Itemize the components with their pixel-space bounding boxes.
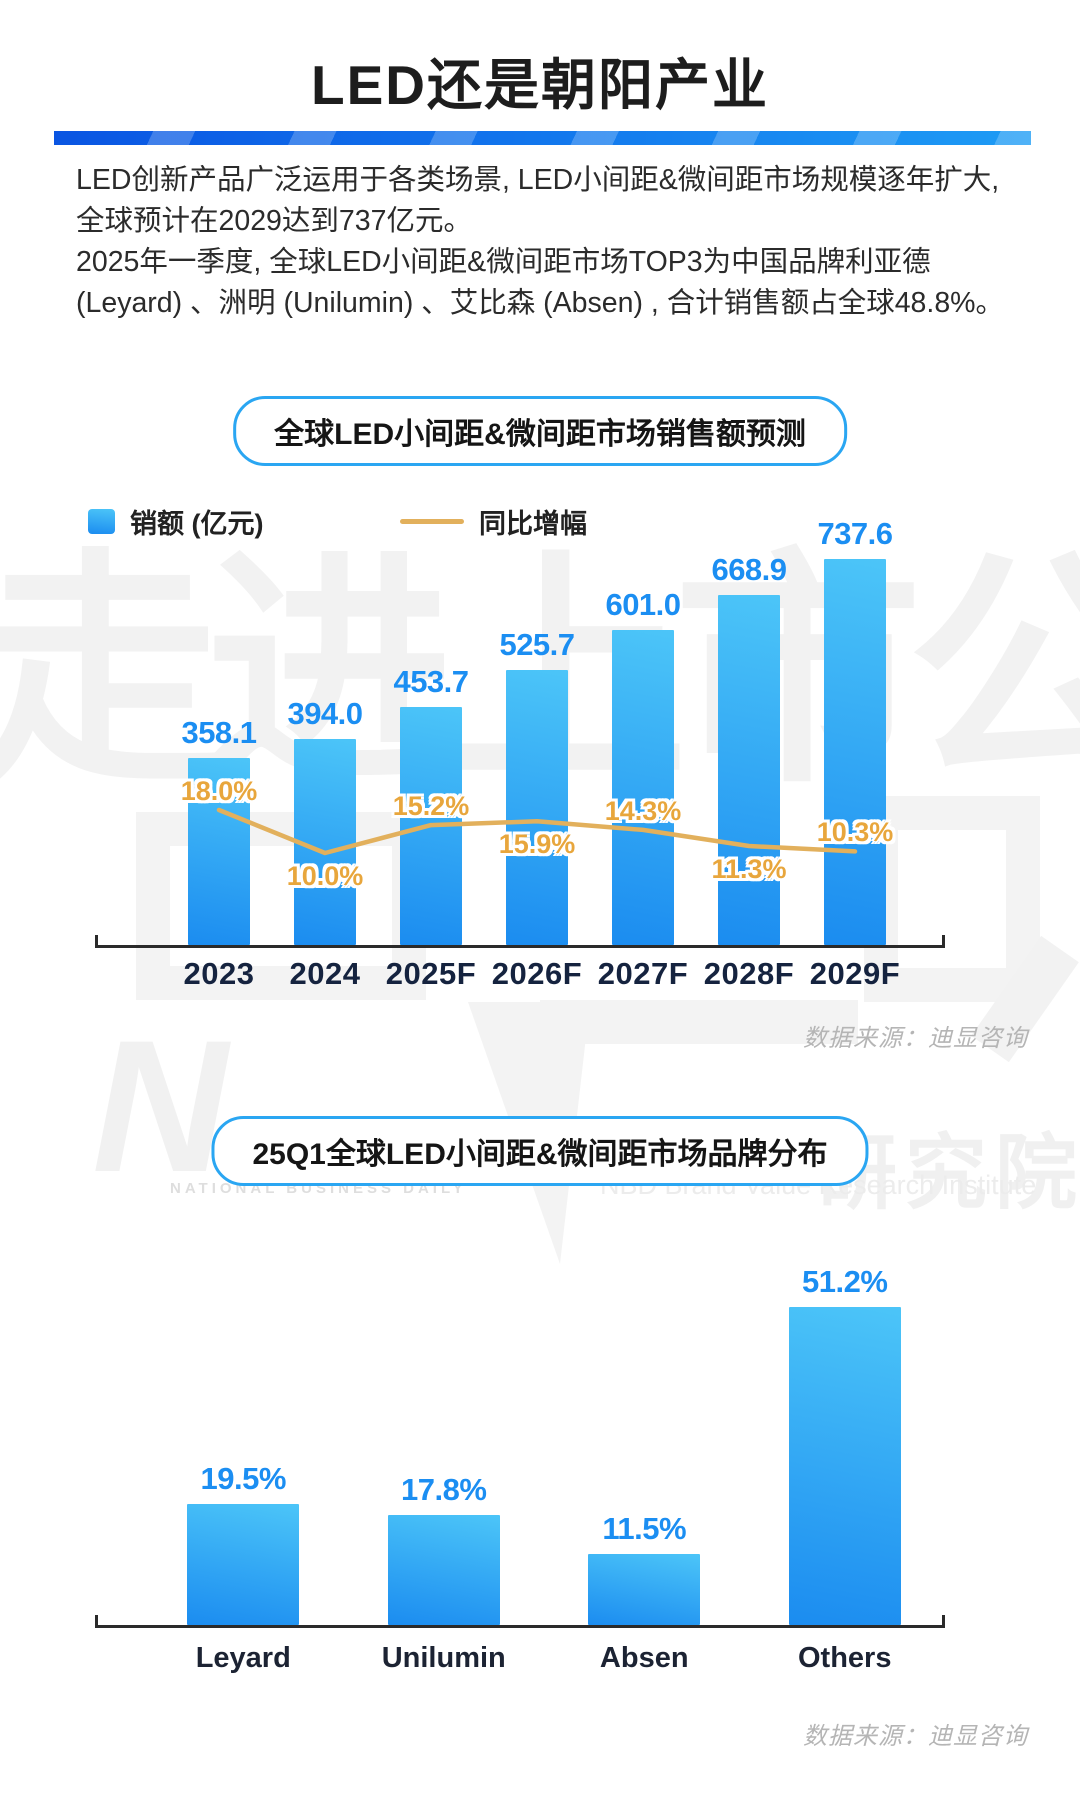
- chart1-column: 668.9: [696, 500, 802, 945]
- legend-label-sales: 销额 (亿元): [130, 509, 264, 539]
- x-axis-label: 2029F: [809, 956, 901, 991]
- intro-paragraph-2: 2025年一季度, 全球LED小间距&微间距市场TOP3为中国品牌利亚德 (Le…: [76, 246, 1005, 319]
- chart2-source: 数据来源：迪显咨询: [803, 1723, 1028, 1750]
- chart1-title-pill: 全球LED小间距&微间距市场销售额预测: [233, 396, 847, 466]
- bar-value-label: 17.8%: [401, 1471, 487, 1507]
- sales-swatch-icon: [88, 509, 115, 534]
- growth-value-label: 10.3%: [816, 817, 894, 848]
- x-axis-label: Others: [798, 1642, 892, 1674]
- sales-bar: [294, 738, 356, 945]
- sales-bar: [612, 630, 674, 945]
- bar-value-label: 668.9: [711, 551, 787, 587]
- growth-value-label: 15.2%: [392, 791, 470, 822]
- chart1-column: 601.0: [590, 500, 696, 945]
- chart2-column: 51.2%: [745, 1253, 946, 1625]
- x-axis-label: 2028F: [703, 956, 795, 991]
- x-axis-label: Leyard: [195, 1642, 291, 1674]
- chart1-xlabels: 2023 2024 2025F 2026F 2027F 2028F 2029F: [166, 956, 908, 992]
- sales-bar: [824, 558, 886, 945]
- sales-bar: [400, 707, 462, 945]
- x-axis-label: Unilumin: [381, 1642, 506, 1674]
- watermark-nbd-logo: N: [92, 1001, 228, 1211]
- growth-value-label: 11.3%: [711, 854, 787, 884]
- growth-value-label: 18.0%: [180, 776, 258, 806]
- sales-bar: [718, 594, 780, 945]
- bar-value-label: 51.2%: [802, 1264, 888, 1299]
- chart2-plot: 19.5% 17.8% 11.5% 51.2%: [0, 1253, 1080, 1628]
- sales-bar: [506, 669, 568, 945]
- chart1-column: 453.7: [378, 500, 484, 945]
- chart1-column: 358.1: [166, 500, 272, 945]
- bar-value-label: 19.5%: [200, 1460, 287, 1496]
- x-axis-label: 2027F: [597, 956, 689, 991]
- legend-item-sales: 销额 (亿元): [88, 502, 263, 541]
- legend-item-growth: 同比增幅: [400, 502, 587, 541]
- growth-value-label: 10.0%: [286, 861, 364, 891]
- bar-value-label: 737.6: [817, 515, 893, 551]
- bar-value-label: 525.7: [499, 626, 575, 662]
- header-divider: [54, 131, 1031, 145]
- chart1-x-axis: [95, 934, 945, 948]
- x-axis-label: 2023: [183, 956, 255, 991]
- share-bar: [788, 1307, 901, 1625]
- chart2-x-axis: [95, 1614, 945, 1628]
- x-axis-label: 2024: [289, 956, 361, 991]
- chart2-title-pill: 25Q1全球LED小间距&微间距市场品牌分布: [211, 1116, 869, 1186]
- chart2-column: 17.8%: [344, 1253, 545, 1625]
- chart2-column: 19.5%: [143, 1253, 344, 1625]
- growth-value-label: 15.9%: [498, 829, 576, 860]
- bar-value-label: 358.1: [181, 714, 257, 750]
- bar-value-label: 453.7: [393, 664, 469, 700]
- x-axis-label: Absen: [599, 1642, 689, 1674]
- share-bar: [387, 1514, 500, 1625]
- intro-paragraph-1: LED创新产品广泛运用于各类场景, LED小间距&微间距市场规模逐年扩大, 全球…: [76, 164, 1000, 237]
- growth-line-swatch-icon: [400, 519, 464, 524]
- x-axis-label: 2026F: [491, 956, 583, 991]
- chart1-legend: 销额 (亿元) 同比增幅: [88, 502, 992, 539]
- x-axis-label: 2025F: [385, 956, 477, 991]
- chart1-columns: 358.1 394.0 453.7 525.7 601.0 668.9 737.6: [166, 500, 908, 945]
- legend-label-growth: 同比增幅: [479, 509, 587, 539]
- bar-value-label: 394.0: [287, 695, 363, 731]
- growth-value-label: 14.3%: [604, 795, 682, 826]
- share-bar: [187, 1503, 300, 1625]
- chart2-columns: 19.5% 17.8% 11.5% 51.2%: [143, 1253, 945, 1625]
- chart1-column: 737.6: [802, 500, 908, 945]
- page-title: LED还是朝阳产业: [310, 54, 769, 116]
- share-bar: [588, 1553, 701, 1625]
- chart1-column: 525.7: [484, 500, 590, 945]
- chart1-source: 数据来源：迪显咨询: [803, 1025, 1028, 1052]
- chart2-xlabels: Leyard Unilumin Absen Others: [143, 1642, 945, 1675]
- bar-value-label: 601.0: [605, 587, 681, 623]
- bar-value-label: 11.5%: [602, 1510, 687, 1546]
- intro-text: LED创新产品广泛运用于各类场景, LED小间距&微间距市场规模逐年扩大, 全球…: [76, 160, 1008, 324]
- chart2-column: 11.5%: [544, 1253, 745, 1625]
- chart1-plot: 358.1 394.0 453.7 525.7 601.0 668.9 737.6 18.0…: [0, 500, 1080, 948]
